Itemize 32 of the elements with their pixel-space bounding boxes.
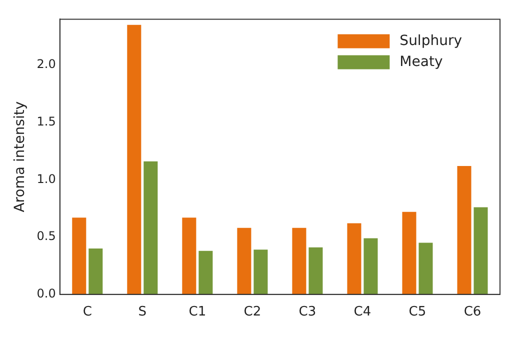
bar [127,24,142,294]
y-tick-label: 1.5 [36,114,56,129]
legend-label: Sulphury [400,32,462,49]
bar [474,207,488,294]
bar [308,247,323,294]
x-tick-label: C3 [298,304,316,320]
x-tick-label: C6 [464,304,482,320]
bar [457,166,472,294]
bar [237,228,252,294]
bar [418,242,433,294]
y-tick-label: 2.0 [36,57,56,72]
bar [88,248,103,294]
bar [402,212,416,294]
bar [198,250,213,294]
y-tick-label: 0.0 [36,286,56,301]
x-tick-label: C2 [244,304,262,320]
bar [72,218,86,294]
bar [364,238,378,294]
x-tick-label: C5 [408,304,426,320]
bar [347,223,362,294]
x-tick-label: C4 [354,304,372,320]
legend-label: Meaty [400,54,443,70]
bar [254,250,268,294]
bar [144,161,158,294]
x-tick-label: C1 [188,304,206,320]
y-axis-title: Aroma intensity [12,101,28,212]
x-tick-label: S [138,304,147,320]
bar [292,228,306,294]
bar [182,218,196,294]
y-tick-label: 0.5 [36,229,56,244]
y-tick-label: 1.0 [36,172,56,186]
x-tick-label: C [82,304,92,320]
